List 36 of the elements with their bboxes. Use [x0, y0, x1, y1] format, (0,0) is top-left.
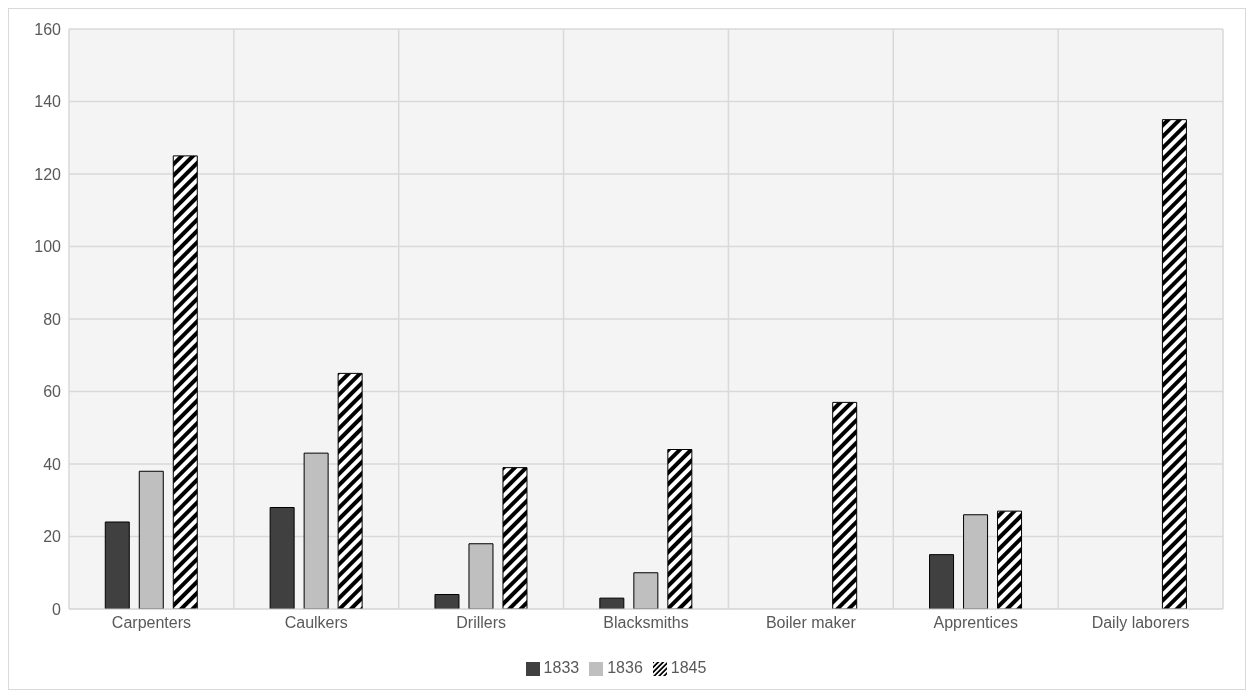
x-tick-label: Boiler maker [765, 614, 857, 632]
x-tick-label: Apprentices [933, 614, 1018, 632]
x-tick-label: Blacksmiths [603, 614, 689, 632]
y-tick-label: 80 [43, 310, 62, 328]
bar [138, 470, 164, 609]
y-tick-label: 0 [52, 600, 62, 618]
x-tick-label: Carpenters [111, 614, 192, 632]
y-tick-label: 120 [34, 165, 62, 183]
bar [269, 507, 295, 609]
bar [172, 155, 198, 609]
bar [929, 554, 955, 609]
bar [633, 572, 659, 609]
bar [963, 514, 989, 609]
legend-label: 1836 [607, 659, 643, 676]
bar [468, 543, 494, 609]
y-tick-label: 160 [34, 20, 62, 38]
y-tick-label: 20 [43, 528, 62, 546]
legend-label: 1833 [543, 659, 580, 676]
bar [337, 372, 363, 609]
y-tick-label: 100 [34, 238, 62, 256]
x-tick-label: Drillers [456, 614, 507, 632]
x-tick-label: Daily laborers [1091, 614, 1190, 632]
bar [599, 597, 625, 609]
bar [303, 452, 329, 609]
y-tick-label: 40 [43, 455, 62, 473]
bar [104, 521, 130, 609]
bar [502, 467, 528, 609]
y-tick-label: 60 [43, 383, 62, 401]
bar [1161, 119, 1187, 609]
bar [832, 401, 858, 609]
y-tick-label: 140 [34, 93, 62, 111]
x-tick-label: Caulkers [284, 614, 348, 632]
bar [997, 510, 1023, 609]
bar [667, 449, 693, 609]
bar [434, 594, 460, 609]
legend-label: 1845 [670, 659, 707, 676]
